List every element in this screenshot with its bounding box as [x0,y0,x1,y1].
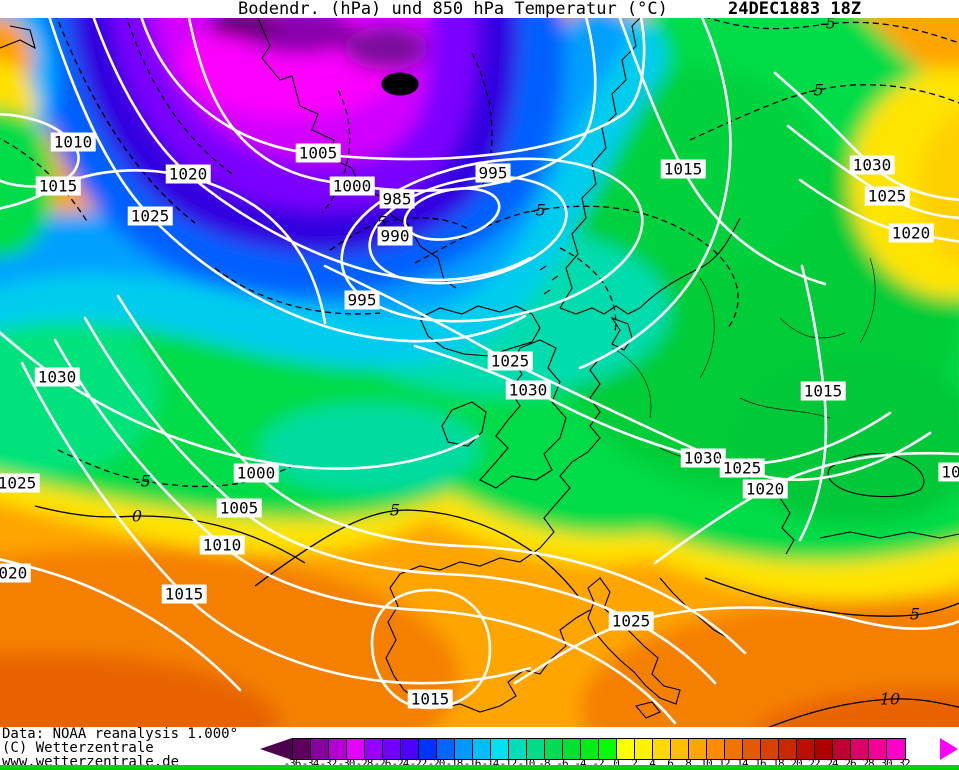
scale-segment [761,739,779,759]
isobars-group [0,18,959,725]
scale-segment [563,739,581,759]
pressure-label: 1030 [680,448,726,468]
scale-segment [617,739,635,759]
pressure-label: 1025 [864,186,910,206]
scale-segment [833,739,851,759]
temperature-label: 5 [909,604,921,624]
pressure-label: 1025 [0,473,40,493]
copyright-text: (C) Wetterzentrale [2,740,154,756]
temperature-label: -5 [530,200,546,220]
scale-right-arrow [940,738,958,760]
pressure-label: 1010 [50,132,96,152]
pressure-label: 1020 [888,223,934,243]
pressure-label: 1020 [165,164,211,184]
temperature-label: 10 [879,689,901,709]
page-title: Bodendr. (hPa) und 850 hPa Temperatur (°… [238,0,668,19]
pressure-label: 1025 [608,611,654,631]
temperature-label: -5 [135,471,151,491]
temperature-color-field [0,18,959,727]
scale-segment [437,739,455,759]
pressure-label: 1020 [742,479,788,499]
scale-left-arrow [260,738,292,760]
scale-segment [509,739,527,759]
pressure-label: 1015 [161,584,207,604]
scale-segment [689,739,707,759]
pressure-label: 1015 [660,159,706,179]
temperature-contours-group [0,18,959,727]
pressure-label: 1030 [34,367,80,387]
pressure-label: 1015 [35,176,81,196]
pressure-label: 1005 [295,143,341,163]
scale-segment [383,739,401,759]
pressure-label: 995 [344,290,380,310]
temperature-label: 5 [389,500,401,520]
scale-segment [707,739,725,759]
pressure-label: 1030 [849,155,895,175]
scale-tick: 2 [631,757,638,770]
temperature-label: -5 [820,18,836,33]
scale-segment [491,739,509,759]
scale-segment [797,739,815,759]
scale-segment [581,739,599,759]
pressure-label: 1020 [0,563,31,583]
temperature-scale [292,738,906,760]
scale-segment [455,739,473,759]
pressure-label: 1000 [329,176,375,196]
scale-segment [869,739,887,759]
scale-segment [527,739,545,759]
scale-segment [815,739,833,759]
scale-segment [671,739,689,759]
pressure-label: 1000 [233,463,279,483]
scale-segment [545,739,563,759]
pressure-label: 1010 [199,535,245,555]
pressure-label: 1025 [487,351,533,371]
pressure-label: 1015 [800,381,846,401]
scale-segment [401,739,419,759]
scale-segment [779,739,797,759]
scale-segment [851,739,869,759]
scale-tick: 6 [667,757,674,770]
scale-segment [635,739,653,759]
scale-segment [653,739,671,759]
scale-segment [329,739,347,759]
weather-map-canvas [0,18,959,727]
temperature-label: 0 [131,506,143,526]
scale-segment [347,739,365,759]
pressure-label: 1025 [127,206,173,226]
pressure-label: 1030 [505,380,551,400]
scale-segment [743,739,761,759]
title-bar: Bodendr. (hPa) und 850 hPa Temperatur (°… [0,0,959,18]
scale-segment [725,739,743,759]
scale-tick: 0 [613,757,620,770]
data-source-text: Data: NOAA reanalysis 1.000° [2,726,239,742]
scale-segment [599,739,617,759]
scale-segment [887,739,905,759]
scale-segment [473,739,491,759]
temperature-label: -5 [808,80,824,100]
pressure-label: 990 [377,226,413,246]
weather-map: 1010 1015 1020 1025 1030 1005 1000 985 990 995 995… [0,18,959,727]
scale-segment [311,739,329,759]
scale-segment [293,739,311,759]
pressure-label: 995 [475,163,511,183]
pressure-label: 1025 [719,458,765,478]
pressure-label: 10 [938,462,959,482]
pressure-label: 985 [379,189,415,209]
scale-segment [365,739,383,759]
brand-bar [0,765,959,770]
scale-tick: 4 [649,757,656,770]
pressure-label: 1015 [407,689,453,709]
map-datetime: 24DEC1883 18Z [728,0,862,19]
coastlines-group [0,18,959,719]
temperature-label: 5 [376,212,388,232]
scale-segment [419,739,437,759]
pressure-label: 1005 [216,498,262,518]
scale-tick: 8 [685,757,692,770]
